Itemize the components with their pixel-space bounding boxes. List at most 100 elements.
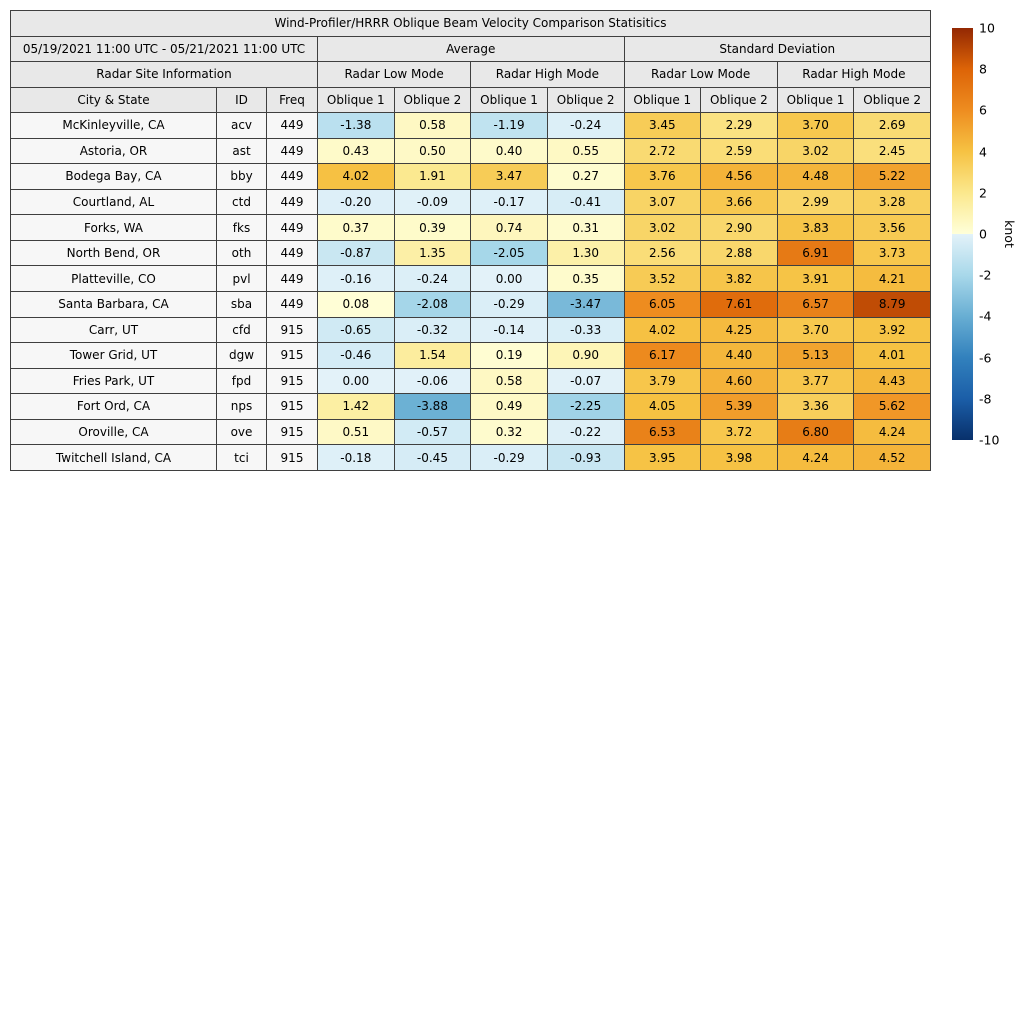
id-cell: acv <box>216 112 267 139</box>
value-cell: -0.24 <box>546 112 625 139</box>
col-header-oblique: Oblique 1 <box>623 86 702 113</box>
table-row: Fries Park, UT fpd 915 0.00 -0.06 0.58 -0.07 3.… <box>10 367 931 395</box>
freq-cell: 449 <box>266 112 318 139</box>
value-cell: 3.95 <box>623 444 702 471</box>
value-cell: 4.40 <box>700 342 778 369</box>
value-cell: 4.21 <box>853 265 931 292</box>
colorbar-unit-label: knot <box>1002 220 1017 248</box>
city-cell: McKinleyville, CA <box>10 112 217 139</box>
value-cell: -0.57 <box>393 418 472 446</box>
value-cell: 6.53 <box>623 418 702 446</box>
value-cell: 3.77 <box>776 367 855 395</box>
value-cell: 0.51 <box>317 418 395 446</box>
city-cell: Twitchell Island, CA <box>10 444 217 471</box>
city-cell: North Bend, OR <box>10 239 217 267</box>
value-cell: -0.33 <box>546 316 625 344</box>
value-cell: -0.93 <box>546 444 625 471</box>
value-cell: -2.05 <box>470 239 548 267</box>
freq-cell: 449 <box>266 188 318 216</box>
value-cell: 0.39 <box>393 214 472 241</box>
value-cell: 3.45 <box>623 112 702 139</box>
value-cell: 2.56 <box>623 239 702 267</box>
radar-site-info-header: Radar Site Information <box>10 61 318 88</box>
id-cell: dgw <box>216 342 267 369</box>
group-header-row: 05/19/2021 11:00 UTC - 05/21/2021 11:00 … <box>10 35 931 62</box>
value-cell: 2.90 <box>700 214 778 241</box>
id-cell: ctd <box>216 188 267 216</box>
value-cell: 4.24 <box>853 418 931 446</box>
freq-cell: 449 <box>266 163 318 190</box>
table-row: Tower Grid, UT dgw 915 -0.46 1.54 0.19 0.90 6.1… <box>10 342 931 369</box>
table-row: Fort Ord, CA nps 915 1.42 -3.88 0.49 -2.25 4.05… <box>10 393 931 420</box>
value-cell: 0.19 <box>470 342 548 369</box>
value-cell: 0.58 <box>393 112 472 139</box>
value-cell: 4.43 <box>853 367 931 395</box>
value-cell: -0.32 <box>393 316 472 344</box>
value-cell: 0.55 <box>546 137 625 165</box>
value-cell: 5.22 <box>853 163 931 190</box>
value-cell: -0.06 <box>393 367 472 395</box>
value-cell: 4.02 <box>317 163 395 190</box>
col-header-id: ID <box>216 86 267 113</box>
city-cell: Santa Barbara, CA <box>10 290 217 318</box>
id-cell: pvl <box>216 265 267 292</box>
table-row: Forks, WA fks 449 0.37 0.39 0.74 0.31 3.02 2.90 3… <box>10 214 931 241</box>
freq-cell: 915 <box>266 316 318 344</box>
col-header-oblique: Oblique 1 <box>776 86 855 113</box>
id-cell: cfd <box>216 316 267 344</box>
value-cell: 8.79 <box>853 290 931 318</box>
city-cell: Platteville, CO <box>10 265 217 292</box>
table-row: McKinleyville, CA acv 449 -1.38 0.58 -1.19 -0.… <box>10 112 931 139</box>
city-cell: Courtland, AL <box>10 188 217 216</box>
col-header-freq: Freq <box>266 86 318 113</box>
table-row: Courtland, AL ctd 449 -0.20 -0.09 -0.17 -0.41 3… <box>10 188 931 216</box>
value-cell: 3.02 <box>776 137 855 165</box>
value-cell: 0.74 <box>470 214 548 241</box>
colorbar-tick-label: 4 <box>979 144 987 160</box>
value-cell: 3.56 <box>853 214 931 241</box>
id-cell: bby <box>216 163 267 190</box>
value-cell: 3.70 <box>776 112 855 139</box>
value-cell: 4.52 <box>853 444 931 471</box>
value-cell: 5.39 <box>700 393 778 420</box>
value-cell: -1.19 <box>470 112 548 139</box>
col-header-oblique: Oblique 2 <box>853 86 931 113</box>
value-cell: 2.72 <box>623 137 702 165</box>
value-cell: 4.25 <box>700 316 778 344</box>
value-cell: 6.80 <box>776 418 855 446</box>
value-cell: 2.59 <box>700 137 778 165</box>
column-header-row: City & State ID Freq Oblique 1 Oblique 2… <box>10 86 931 113</box>
id-cell: ast <box>216 137 267 165</box>
stats-table: Wind-Profiler/HRRR Oblique Beam Velocity… <box>10 10 932 471</box>
freq-cell: 449 <box>266 239 318 267</box>
value-cell: 5.13 <box>776 342 855 369</box>
freq-cell: 915 <box>266 367 318 395</box>
freq-cell: 915 <box>266 444 318 471</box>
mode-header-std-high: Radar High Mode <box>776 61 932 88</box>
value-cell: 3.92 <box>853 316 931 344</box>
value-cell: -3.88 <box>393 393 472 420</box>
value-cell: -0.18 <box>317 444 395 471</box>
value-cell: 4.24 <box>776 444 855 471</box>
mode-header-avg-low: Radar Low Mode <box>316 61 472 88</box>
value-cell: 3.72 <box>700 418 778 446</box>
mode-header-row: Radar Site Information Radar Low Mode Ra… <box>10 61 932 88</box>
value-cell: -0.41 <box>546 188 625 216</box>
id-cell: ove <box>216 418 267 446</box>
colorbar-tick-label: 6 <box>979 102 987 118</box>
value-cell: 3.52 <box>623 265 702 292</box>
value-cell: 3.36 <box>776 393 855 420</box>
city-cell: Oroville, CA <box>10 418 217 446</box>
value-cell: 0.58 <box>470 367 548 395</box>
value-cell: -0.17 <box>470 188 548 216</box>
value-cell: -0.09 <box>393 188 472 216</box>
value-cell: 0.31 <box>546 214 625 241</box>
table-row: Carr, UT cfd 915 -0.65 -0.32 -0.14 -0.33 4.02 4.… <box>10 316 931 344</box>
id-cell: fks <box>216 214 267 241</box>
value-cell: 3.91 <box>776 265 855 292</box>
id-cell: nps <box>216 393 267 420</box>
mode-header-avg-high: Radar High Mode <box>470 61 625 88</box>
freq-cell: 449 <box>266 265 318 292</box>
col-header-oblique: Oblique 2 <box>700 86 778 113</box>
freq-cell: 915 <box>266 342 318 369</box>
